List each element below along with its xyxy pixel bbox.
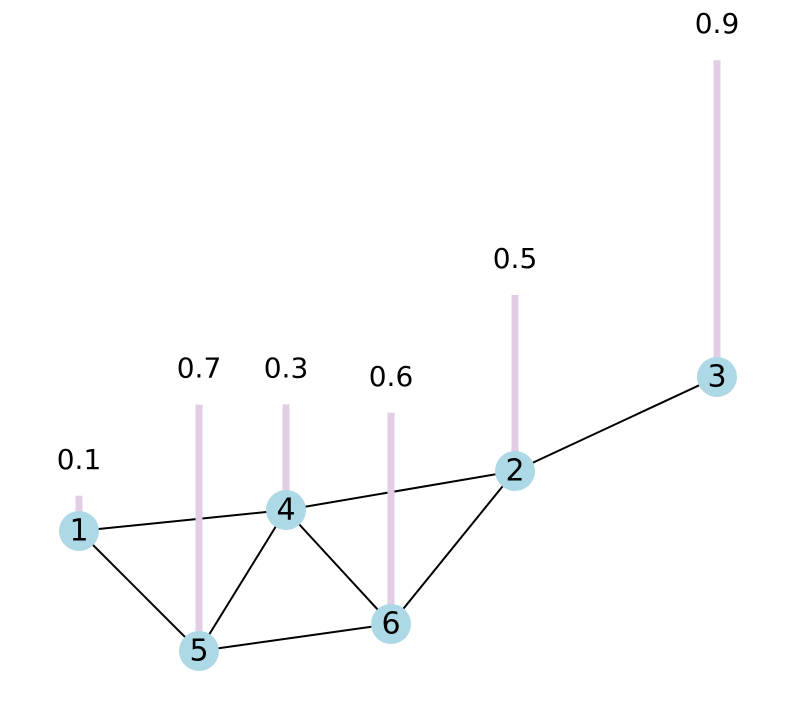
edge (78, 530, 200, 652)
node (495, 451, 535, 491)
edge (78, 509, 287, 532)
node-label: 6 (381, 607, 400, 642)
node (266, 490, 306, 530)
edges (78, 376, 718, 652)
edge (198, 623, 392, 652)
value-label: 0.9 (695, 7, 740, 40)
value-label: 0.7 (177, 352, 222, 385)
value-label: 0.1 (57, 443, 102, 476)
node-label: 2 (505, 454, 524, 489)
node (371, 604, 411, 644)
node-label: 1 (69, 514, 88, 549)
node-label: 5 (189, 634, 208, 669)
edge (285, 509, 392, 625)
value-bars (75, 60, 721, 651)
node-label: 4 (276, 493, 295, 528)
edge (514, 376, 718, 472)
value-labels: 0.1 0.5 0.9 0.3 0.7 0.6 (57, 7, 740, 476)
nodes: 1 2 3 4 5 6 (59, 357, 737, 671)
edge (390, 470, 516, 625)
node (59, 511, 99, 551)
node (179, 631, 219, 671)
value-label: 0.3 (264, 351, 309, 384)
node (697, 357, 737, 397)
edge (198, 509, 287, 652)
value-label: 0.5 (493, 242, 538, 275)
node-label: 3 (707, 360, 726, 395)
value-label: 0.6 (369, 360, 414, 393)
edge (285, 470, 516, 511)
